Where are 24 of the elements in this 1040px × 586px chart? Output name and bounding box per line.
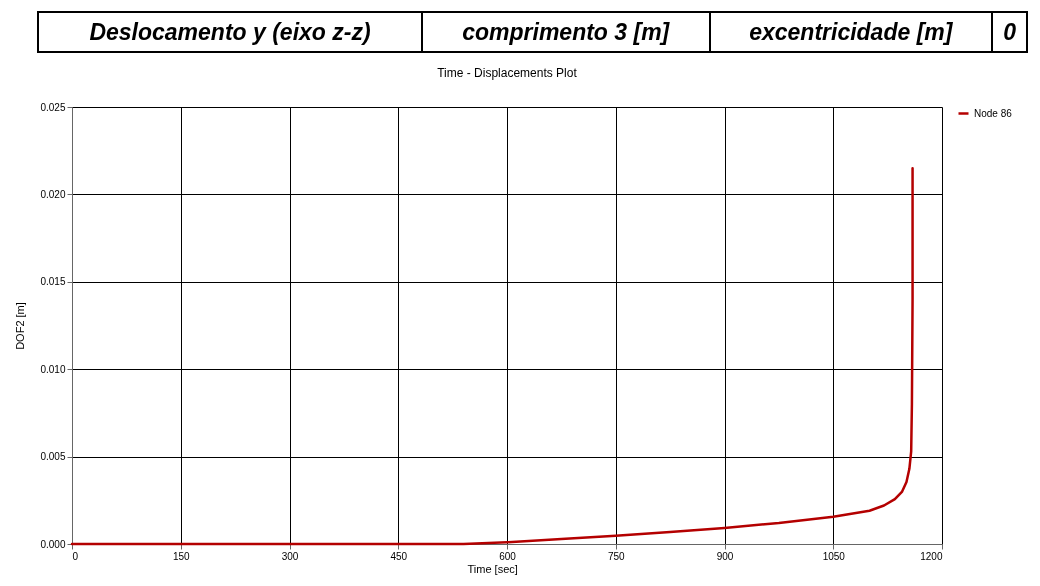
x-tick-label: 0 [72, 550, 79, 562]
x-tick-label: 900 [716, 550, 734, 562]
y-tick-label: 0.020 [40, 188, 66, 200]
y-tick-label: 0.000 [40, 538, 66, 550]
x-tick-label: 1050 [822, 550, 846, 562]
x-axis-title: Time [sec] [467, 562, 518, 575]
text: Deslocamento y (eixo z-z) [38, 12, 422, 52]
y-tick-label: 0.015 [40, 276, 66, 288]
text: comprimento 3 [m] [421, 12, 710, 52]
x-tick-label: 450 [390, 550, 408, 562]
legend-label: Node 86 [974, 107, 1013, 119]
text: 0 [992, 12, 1027, 52]
x-tick-label: 150 [172, 550, 191, 562]
x-tick-label: 300 [281, 550, 299, 562]
y-tick-label: 0.005 [40, 451, 66, 463]
y-axis-title: DOF2 [m] [14, 302, 27, 350]
x-tick-label: 750 [607, 550, 626, 562]
x-tick-label: 600 [499, 550, 517, 562]
chart-title: Time - Displacements Plot [437, 66, 578, 80]
text: excentricidade [m] [709, 12, 993, 52]
y-tick-label: 0.010 [40, 363, 66, 375]
line-series [70, 166, 914, 546]
y-tick-label: 0.025 [40, 101, 66, 113]
x-tick-label: 1200 [920, 550, 943, 562]
